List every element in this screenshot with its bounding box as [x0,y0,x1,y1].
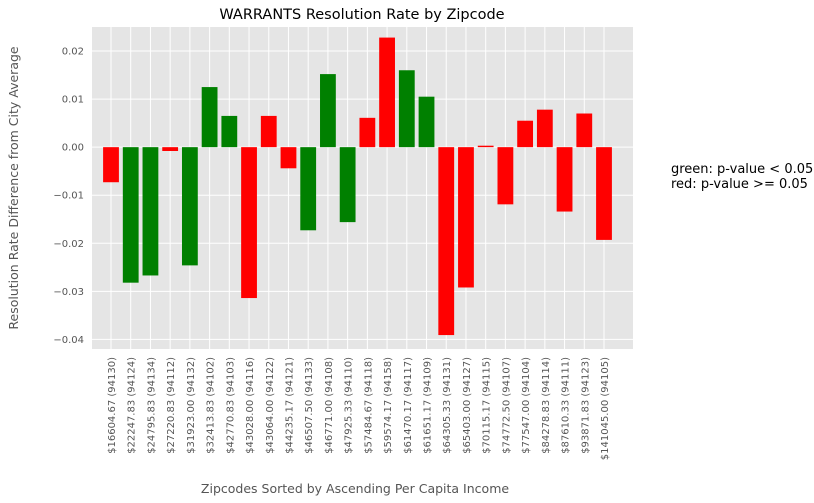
chart-title: WARRANTS Resolution Rate by Zipcode [219,7,504,23]
x-tick-label: $47925.33 (94110) [344,357,355,454]
x-tick-label: $16604.67 (94130) [107,357,118,454]
bar [241,147,257,299]
y-tick-label: −0.03 [53,287,84,298]
bars [103,37,612,336]
legend-line-green: green: p-value < 0.05 [671,162,814,177]
x-tick-label: $46771.00 (94108) [324,357,335,454]
bar [477,145,494,148]
bar [181,147,198,266]
bar [280,147,297,169]
bar [379,37,395,148]
x-axis-label: Zipcodes Sorted by Ascending Per Capita … [201,481,509,496]
x-tick-label: $64305.33 (94131) [442,357,453,454]
bar [221,115,238,148]
bar [162,147,179,151]
x-tick-label: $141045.00 (94105) [600,357,611,460]
x-tick-label: $93871.83 (94123) [580,357,591,454]
plot-background [92,27,633,349]
bar [359,117,376,148]
x-tick-label: $84278.83 (94114) [541,357,552,454]
bar [300,147,317,231]
x-tick-label: $65403.00 (94127) [462,357,473,454]
bar [122,147,139,283]
y-tick-label: 0.00 [62,143,84,154]
x-tick-label: $70115.17 (94115) [482,357,493,454]
y-tick-label: −0.01 [53,191,84,202]
bar [517,120,534,148]
bar [103,147,119,183]
bar [260,115,277,148]
bar [398,70,415,148]
legend-line-red: red: p-value >= 0.05 [671,177,808,192]
x-tick-label: $27220.83 (94112) [166,357,177,454]
x-tick-label: $43028.00 (94116) [245,357,256,454]
x-tick-label: $22247.83 (94124) [127,357,138,454]
x-tick-label: $74772.50 (94107) [501,357,512,454]
x-tick-label: $87610.33 (94111) [561,357,572,454]
bar [596,147,612,240]
x-tick-label: $43064.00 (94122) [265,357,276,454]
x-tick-label: $32413.83 (94102) [206,357,217,454]
y-tick-label: 0.01 [62,95,84,106]
x-tick-label: $24795.83 (94134) [146,357,157,454]
bar [339,147,356,223]
bar [438,147,455,336]
y-tick-label: −0.02 [53,239,84,250]
y-tick-label: −0.04 [53,335,84,346]
x-tick-label: $31923.00 (94132) [186,357,197,454]
bar [536,109,553,148]
bar [556,147,573,212]
x-tick-label: $46507.50 (94133) [304,357,315,454]
x-tick-label: $57484.67 (94118) [363,357,374,454]
y-tick-labels: −0.04 −0.03 −0.02 −0.01 0.00 0.01 0.02 [53,47,84,346]
bar [418,96,435,148]
x-tick-label: $59574.17 (94158) [383,357,394,454]
bar [576,113,593,148]
bar [497,147,514,205]
x-tick-labels: $16604.67 (94130) $22247.83 (94124) $24795… [107,357,611,460]
bar [320,74,336,148]
x-tick-label: $77547.00 (94104) [521,357,532,454]
bar [201,87,218,148]
x-tick-label: $61470.17 (94117) [403,357,414,454]
x-tick-label: $42770.83 (94103) [225,357,236,454]
y-tick-label: 0.02 [62,47,84,58]
bar [458,147,474,288]
y-axis-label: Resolution Rate Difference from City Ave… [6,46,21,330]
bar [142,147,159,276]
x-tick-label: $44235.17 (94121) [284,357,295,454]
x-tick-label: $61651.17 (94109) [423,357,434,454]
